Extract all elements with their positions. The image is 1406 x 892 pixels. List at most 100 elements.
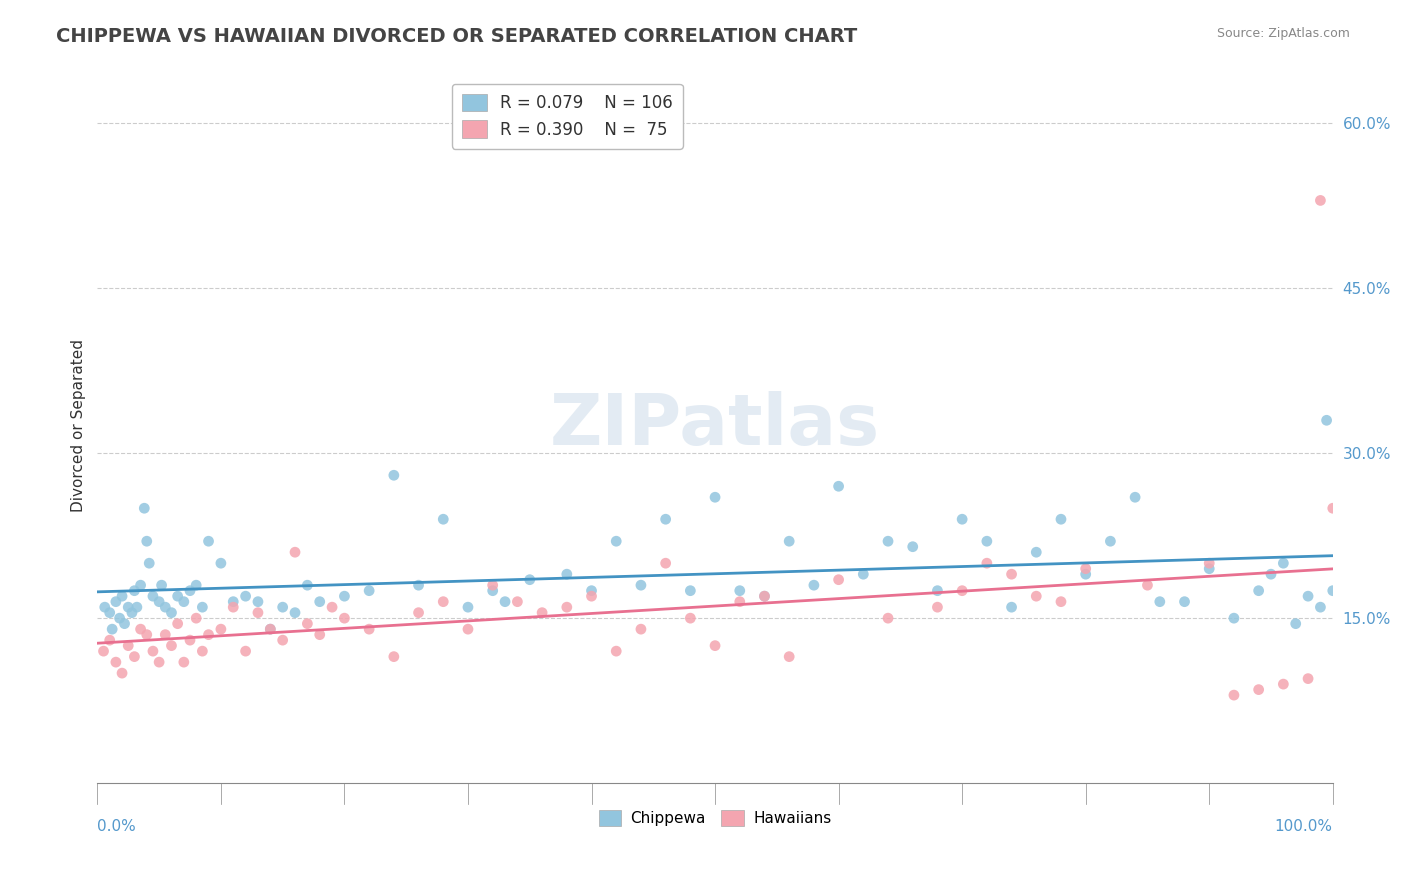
Text: Source: ZipAtlas.com: Source: ZipAtlas.com bbox=[1216, 27, 1350, 40]
Point bbox=[704, 490, 727, 504]
Point bbox=[125, 600, 148, 615]
Point bbox=[654, 556, 676, 570]
Point bbox=[803, 578, 825, 592]
Point bbox=[1247, 583, 1270, 598]
Point bbox=[901, 540, 924, 554]
Point bbox=[321, 600, 343, 615]
Point bbox=[408, 578, 430, 592]
Point bbox=[222, 600, 245, 615]
Point bbox=[754, 589, 776, 603]
Point bbox=[111, 666, 134, 681]
Point bbox=[1296, 672, 1319, 686]
Point bbox=[297, 578, 319, 592]
Point bbox=[124, 583, 146, 598]
Point bbox=[1123, 490, 1146, 504]
Text: CHIPPEWA VS HAWAIIAN DIVORCED OR SEPARATED CORRELATION CHART: CHIPPEWA VS HAWAIIAN DIVORCED OR SEPARAT… bbox=[56, 27, 858, 45]
Point bbox=[1000, 567, 1022, 582]
Point bbox=[155, 627, 177, 641]
Point bbox=[124, 649, 146, 664]
Point bbox=[166, 589, 188, 603]
Point bbox=[121, 606, 143, 620]
Point bbox=[950, 583, 973, 598]
Point bbox=[235, 589, 257, 603]
Point bbox=[605, 534, 627, 549]
Point bbox=[1099, 534, 1122, 549]
Point bbox=[494, 595, 516, 609]
Point bbox=[827, 479, 849, 493]
Point bbox=[98, 633, 121, 648]
Point bbox=[877, 534, 900, 549]
Point bbox=[1050, 512, 1073, 526]
Point bbox=[1296, 589, 1319, 603]
Point bbox=[179, 583, 201, 598]
Point bbox=[728, 595, 751, 609]
Point bbox=[104, 655, 127, 669]
Legend: Chippewa, Hawaiians: Chippewa, Hawaiians bbox=[592, 805, 838, 832]
Point bbox=[481, 583, 503, 598]
Point bbox=[108, 611, 131, 625]
Point bbox=[1198, 556, 1220, 570]
Point bbox=[104, 595, 127, 609]
Point bbox=[630, 622, 652, 636]
Point bbox=[1025, 589, 1047, 603]
Text: 100.0%: 100.0% bbox=[1275, 819, 1333, 834]
Point bbox=[93, 644, 115, 658]
Point bbox=[308, 627, 330, 641]
Point bbox=[148, 595, 170, 609]
Point bbox=[1285, 616, 1308, 631]
Point bbox=[555, 600, 578, 615]
Point bbox=[519, 573, 541, 587]
Point bbox=[1050, 595, 1073, 609]
Point bbox=[359, 583, 381, 598]
Point bbox=[1260, 567, 1282, 582]
Point bbox=[155, 600, 177, 615]
Point bbox=[457, 622, 479, 636]
Point bbox=[457, 600, 479, 615]
Point bbox=[94, 600, 117, 615]
Point bbox=[754, 589, 776, 603]
Point bbox=[778, 534, 800, 549]
Point bbox=[179, 633, 201, 648]
Point bbox=[333, 589, 356, 603]
Point bbox=[191, 600, 214, 615]
Point bbox=[1272, 556, 1295, 570]
Point bbox=[284, 606, 307, 620]
Text: 0.0%: 0.0% bbox=[97, 819, 136, 834]
Point bbox=[432, 512, 454, 526]
Point bbox=[333, 611, 356, 625]
Point bbox=[1309, 194, 1331, 208]
Point bbox=[728, 583, 751, 598]
Point bbox=[654, 512, 676, 526]
Point bbox=[160, 606, 183, 620]
Point bbox=[259, 622, 281, 636]
Point bbox=[1272, 677, 1295, 691]
Point bbox=[359, 622, 381, 636]
Point bbox=[927, 583, 949, 598]
Point bbox=[134, 501, 156, 516]
Point bbox=[605, 644, 627, 658]
Point bbox=[1322, 583, 1344, 598]
Point bbox=[1074, 562, 1097, 576]
Point bbox=[246, 595, 269, 609]
Point bbox=[950, 512, 973, 526]
Point bbox=[186, 578, 208, 592]
Point bbox=[209, 622, 232, 636]
Point bbox=[160, 639, 183, 653]
Point bbox=[1173, 595, 1195, 609]
Y-axis label: Divorced or Separated: Divorced or Separated bbox=[72, 339, 86, 512]
Point bbox=[927, 600, 949, 615]
Point bbox=[129, 578, 152, 592]
Point bbox=[117, 639, 139, 653]
Point bbox=[1322, 501, 1344, 516]
Point bbox=[271, 633, 294, 648]
Point bbox=[173, 595, 195, 609]
Point bbox=[432, 595, 454, 609]
Point bbox=[284, 545, 307, 559]
Point bbox=[186, 611, 208, 625]
Point bbox=[976, 534, 998, 549]
Point bbox=[1025, 545, 1047, 559]
Point bbox=[209, 556, 232, 570]
Point bbox=[197, 534, 219, 549]
Point bbox=[630, 578, 652, 592]
Point bbox=[117, 600, 139, 615]
